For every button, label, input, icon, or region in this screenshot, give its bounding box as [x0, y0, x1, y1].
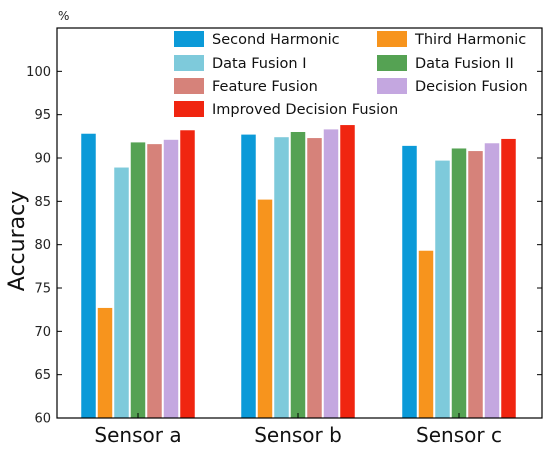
bar [81, 133, 96, 419]
bar [323, 129, 339, 418]
bar [114, 167, 129, 418]
bar [163, 139, 179, 419]
y-tick-label: 85 [34, 195, 51, 210]
bar [97, 307, 113, 418]
legend-swatch [377, 78, 407, 94]
y-tick-label: 95 [34, 108, 51, 123]
bar [340, 125, 355, 418]
legend-label: Decision Fusion [415, 79, 528, 95]
legend-swatch [174, 101, 204, 117]
x-tick-label: Sensor c [416, 423, 502, 447]
legend: Second Harmonic Third Harmonic Data Fusion… [174, 31, 528, 118]
legend-swatch [174, 78, 204, 94]
legend-label: Second Harmonic [212, 32, 340, 48]
bar [147, 144, 162, 418]
legend-label: Improved Decision Fusion [212, 102, 398, 118]
bar [435, 160, 450, 418]
legend-label: Data Fusion II [415, 56, 514, 72]
x-axis: Sensor a Sensor b Sensor c [94, 413, 502, 447]
y-tick-label: 60 [34, 412, 51, 427]
y-tick-label: 90 [34, 152, 51, 167]
bar [307, 138, 322, 418]
bar [501, 138, 516, 418]
y-axis-title: Accuracy [5, 191, 30, 291]
legend-swatch [174, 55, 204, 71]
y-axis-unit: % [58, 9, 69, 23]
bar [241, 134, 256, 418]
x-tick-label: Sensor a [94, 423, 181, 447]
bar [290, 132, 306, 418]
bar [418, 250, 434, 418]
legend-swatch [377, 55, 407, 71]
y-tick-label: 100 [26, 65, 51, 80]
y-axis: 60 65 70 75 80 85 90 95 100 [26, 65, 542, 427]
legend-swatch [174, 31, 204, 47]
legend-label: Data Fusion I [212, 56, 307, 72]
legend-label: Feature Fusion [212, 79, 318, 95]
bar [130, 142, 146, 418]
bar [451, 148, 467, 418]
legend-swatch [377, 31, 407, 47]
bar [402, 145, 417, 418]
bar [468, 151, 483, 418]
bar [484, 143, 500, 418]
bar [257, 199, 273, 418]
plot-frame [56, 27, 543, 419]
legend-label: Third Harmonic [414, 32, 526, 48]
bars-group [81, 125, 516, 419]
y-tick-label: 80 [34, 238, 51, 253]
y-tick-label: 70 [34, 325, 51, 340]
y-tick-label: 75 [34, 282, 51, 297]
y-tick-label: 65 [34, 368, 51, 383]
bar [180, 130, 195, 418]
bar [274, 137, 289, 418]
x-tick-label: Sensor b [254, 423, 342, 447]
